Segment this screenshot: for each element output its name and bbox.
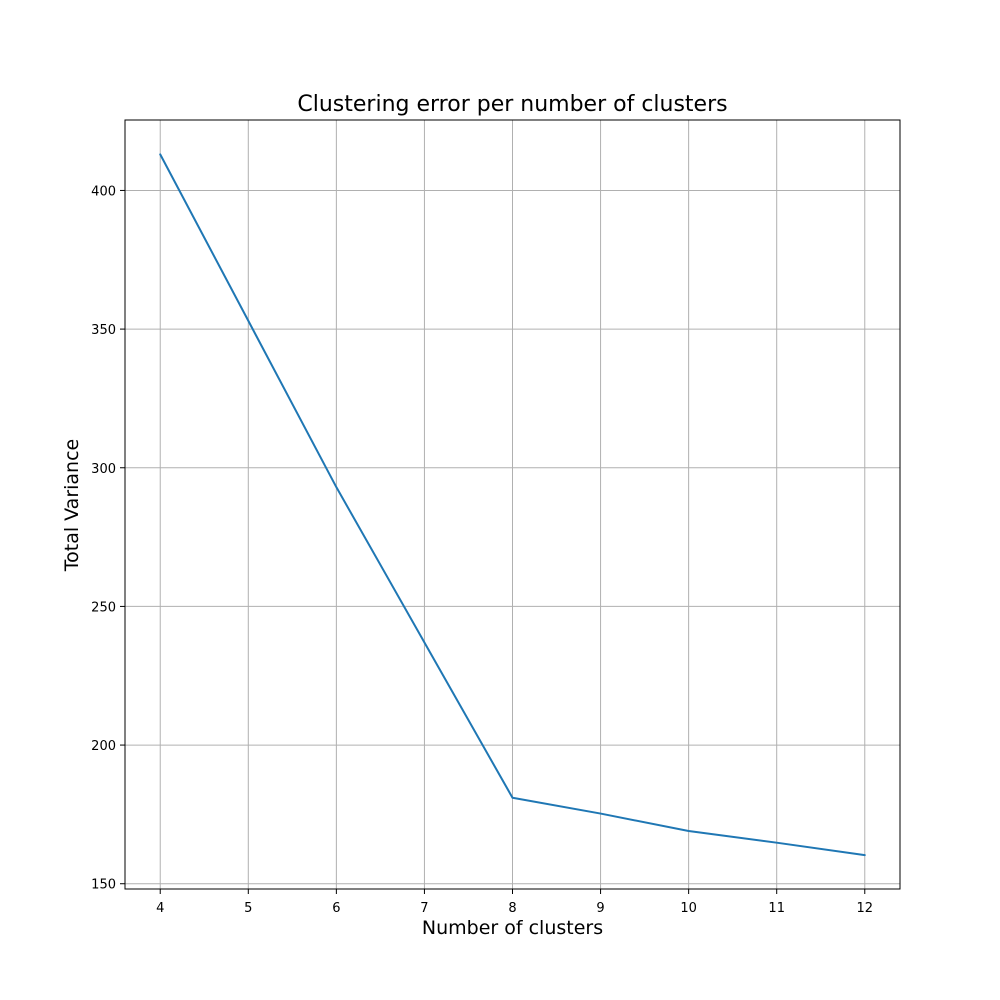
x-tick-label: 10 [680, 901, 697, 916]
x-tick-label: 6 [332, 901, 340, 916]
x-axis-label: Number of clusters [422, 917, 603, 939]
y-tick-label: 350 [91, 323, 116, 338]
x-tick-label: 12 [856, 901, 873, 916]
series-line-0 [159, 153, 866, 857]
series-layer [159, 153, 866, 857]
y-tick-label: 150 [91, 878, 116, 893]
x-axis: 4 5 6 7 8 9 10 11 12 [156, 889, 873, 916]
x-tick-label: 11 [768, 901, 785, 916]
x-tick-label: 5 [244, 901, 252, 916]
x-tick-label: 7 [420, 901, 428, 916]
x-tick-label: 9 [596, 901, 604, 916]
x-tick-label: 4 [156, 901, 164, 916]
x-tick-label: 8 [508, 901, 516, 916]
y-axis-label: Total Variance [61, 439, 83, 573]
y-axis: 150 200 250 300 350 400 [91, 184, 125, 893]
y-tick-label: 200 [91, 739, 116, 754]
chart-title: Clustering error per number of clusters [297, 92, 727, 117]
y-tick-label: 300 [91, 462, 116, 477]
grid [125, 120, 900, 889]
y-tick-label: 400 [91, 184, 116, 199]
y-tick-label: 250 [91, 600, 116, 615]
